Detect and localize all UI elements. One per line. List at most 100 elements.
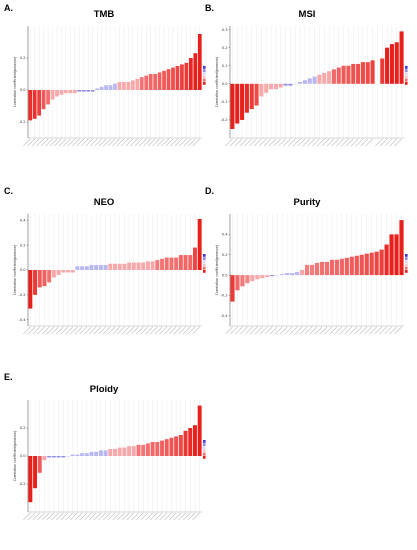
y-tick-label: 0.0 [20, 88, 26, 92]
x-tick-stub [235, 326, 243, 335]
x-tick-stub [292, 138, 301, 147]
x-tick-stub [173, 326, 182, 335]
bar [47, 270, 52, 283]
bar [32, 90, 37, 119]
legend-swatch [405, 260, 408, 264]
x-tick-stub [394, 326, 402, 335]
bar [370, 60, 375, 84]
x-tick-stub [239, 138, 248, 147]
bar [389, 234, 394, 276]
x-tick-stub [60, 512, 69, 521]
bar [192, 247, 197, 270]
bar [399, 220, 404, 276]
bar [75, 266, 80, 270]
bar [144, 75, 149, 90]
bar [70, 270, 75, 273]
legend-swatch [203, 72, 206, 76]
x-tick-stub [40, 138, 49, 147]
y-tick-label: -0.2 [220, 118, 227, 122]
legend-swatch [203, 452, 206, 456]
x-tick-stub [88, 326, 97, 335]
bar [329, 259, 335, 276]
bar [155, 442, 160, 456]
x-tick-stub [140, 512, 149, 521]
msi-chart: -0.2 -0.1 0.0 0.1 0.2 0.3 Correlation coeffici… [215, 26, 408, 147]
bar [351, 63, 356, 84]
bar [51, 270, 56, 278]
x-tick-stub [150, 326, 158, 335]
bar [197, 218, 202, 270]
x-tick-stub [321, 138, 330, 147]
x-tick-stub [159, 512, 167, 521]
bar [65, 270, 70, 273]
x-tick-stub [93, 326, 102, 335]
y-tick-label: -0.4 [220, 314, 228, 318]
bar [94, 265, 99, 270]
bar [103, 265, 108, 270]
x-tick-stub [369, 326, 377, 335]
x-tick-stub [307, 138, 315, 147]
y-tick-label: 0.4 [222, 233, 228, 237]
x-tick-stub [304, 326, 313, 335]
x-tick-stub [384, 326, 392, 335]
bar [64, 90, 68, 94]
bar [113, 449, 117, 456]
x-tick-stub [125, 138, 134, 147]
bar [269, 83, 274, 90]
x-tick-stub [41, 512, 50, 521]
x-tick-stub [150, 512, 158, 521]
bar [136, 262, 141, 270]
x-tick-stub [156, 138, 165, 147]
x-tick-stub [79, 512, 87, 521]
legend-swatch [203, 443, 206, 446]
legend-swatch [203, 266, 206, 270]
bar [171, 67, 175, 90]
x-tick-stub [55, 326, 64, 335]
x-tick-stub [98, 326, 106, 335]
grid [232, 214, 402, 326]
x-tick-stub [27, 512, 36, 521]
bar [89, 265, 94, 270]
bar [394, 42, 399, 84]
color-legend [203, 254, 206, 273]
x-tick-stub [192, 138, 200, 147]
y-axis-label: Correlation coefficient(pearson) [215, 57, 219, 108]
x-tick-stub [55, 512, 64, 521]
x-tick-stub [244, 138, 252, 147]
bar [80, 453, 85, 456]
x-tick-stub [279, 326, 288, 335]
bar [319, 261, 325, 276]
bar [145, 261, 150, 270]
legend-swatch [203, 257, 206, 260]
y-tick-label: 0.0 [222, 273, 228, 277]
x-tick-stub [329, 326, 338, 335]
chart-title: TMB [93, 9, 115, 20]
x-tick-stub [107, 326, 116, 335]
x-tick-stub [112, 326, 120, 335]
x-tick-stub [360, 138, 368, 147]
bar [394, 234, 399, 276]
bar [283, 83, 288, 86]
bar [278, 83, 283, 88]
bar [127, 446, 132, 456]
x-tick-stub [188, 138, 196, 147]
bar [153, 74, 158, 90]
x-tick-stub [345, 138, 354, 147]
x-tick-stub [173, 512, 182, 521]
legend-swatch [203, 440, 206, 443]
x-tick-stub [334, 326, 343, 335]
x-tick-stub [135, 326, 144, 335]
bar [59, 90, 64, 95]
bar [77, 90, 82, 92]
x-tick-stub [51, 512, 59, 521]
x-tick-stub [159, 326, 167, 335]
bar [108, 263, 113, 270]
legend-swatch [203, 449, 206, 453]
x-tick-stub [76, 138, 84, 147]
x-tick-stub [364, 326, 372, 335]
bar [150, 442, 155, 456]
x-tick-stub [229, 138, 238, 147]
bar [131, 446, 136, 456]
bar [122, 82, 126, 90]
x-tick-stub [103, 326, 111, 335]
